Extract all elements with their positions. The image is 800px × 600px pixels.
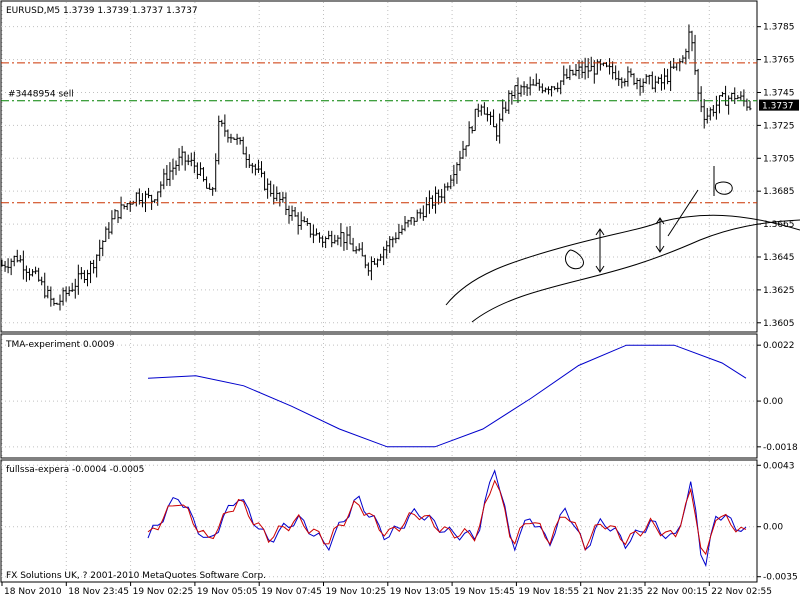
time-tick-label: 19 Nov 15:45 bbox=[454, 587, 515, 597]
time-axis: 18 Nov 2010 18 Nov 23:45 19 Nov 02:25 19 No… bbox=[1, 582, 772, 597]
ssa-panel[interactable]: 0.0043 0.00 -0.0035 fullssa-expera -0.0004… bbox=[0, 459, 798, 583]
price-tick-label: 1.3725 bbox=[763, 121, 795, 131]
time-tick-label: 21 Nov 21:35 bbox=[583, 587, 644, 597]
price-tick-label: 1.3645 bbox=[763, 253, 795, 263]
price-tick-label: 1.3665 bbox=[763, 220, 795, 230]
indicator-tick-label: -0.0018 bbox=[763, 443, 798, 453]
indicator-tick-label: 0.00 bbox=[763, 523, 783, 533]
current-price-box: 1.3737 bbox=[759, 99, 799, 112]
tma-panel-frame bbox=[0, 333, 758, 459]
price-tick-label: 1.3745 bbox=[763, 88, 795, 98]
indicator-tick-label: 0.0022 bbox=[763, 341, 795, 351]
tma-label: TMA-experiment 0.0009 bbox=[5, 340, 115, 350]
time-tick-label: 22 Nov 00:15 bbox=[647, 587, 708, 597]
up-down-arrow-2 bbox=[655, 217, 665, 253]
time-tick-label: 22 Nov 02:55 bbox=[711, 587, 772, 597]
up-down-arrow-1 bbox=[595, 228, 605, 273]
symbol-header: EURUSD,M5 1.3739 1.3739 1.3737 1.3737 bbox=[6, 6, 198, 16]
freehand-loop-2 bbox=[714, 181, 733, 195]
price-panel-frame bbox=[0, 0, 758, 333]
lower-freehand-curve bbox=[471, 219, 800, 323]
time-tick-label: 18 Nov 2010 bbox=[4, 587, 62, 597]
ssa-panel-frame bbox=[0, 459, 758, 583]
price-tick-label: 1.3685 bbox=[763, 187, 795, 197]
price-tick-label: 1.3625 bbox=[763, 286, 795, 296]
indicator-tick-label: 0.00 bbox=[763, 397, 783, 407]
time-tick-label: 19 Nov 13:05 bbox=[390, 587, 451, 597]
upper-freehand-curve bbox=[445, 214, 800, 306]
price-tick-label: 1.3705 bbox=[763, 154, 795, 164]
price-axis: 1.3785 1.3765 1.3745 1.3725 1.3705 1.3685 1.36… bbox=[757, 23, 795, 329]
ssa-grid bbox=[1, 461, 757, 581]
time-tick-label: 18 Nov 23:45 bbox=[68, 587, 129, 597]
price-tick-label: 1.3605 bbox=[763, 319, 795, 329]
tma-axis: 0.0022 0.00 -0.0018 bbox=[757, 341, 798, 453]
hand-drawings[interactable] bbox=[445, 166, 800, 323]
ssa-blue-line bbox=[147, 469, 747, 568]
time-tick-label: 19 Nov 10:25 bbox=[326, 587, 387, 597]
current-price-label: 1.3737 bbox=[762, 102, 794, 112]
price-tick-label: 1.3785 bbox=[763, 23, 795, 33]
time-tick-label: 19 Nov 02:25 bbox=[133, 587, 194, 597]
copyright-text: FX Solutions UK, ? 2001-2010 MetaQuotes … bbox=[6, 571, 266, 581]
tma-panel[interactable]: 0.0022 0.00 -0.0018 TMA-experiment 0.0009 bbox=[0, 333, 798, 459]
tma-grid bbox=[1, 335, 757, 457]
time-tick-label: 19 Nov 18:55 bbox=[518, 587, 579, 597]
freehand-loop-1 bbox=[565, 249, 584, 270]
price-tick-label: 1.3765 bbox=[763, 56, 795, 66]
order-label: #3448954 sell bbox=[8, 90, 74, 100]
time-tick-label: 19 Nov 07:45 bbox=[261, 587, 322, 597]
ssa-axis: 0.0043 0.00 -0.0035 bbox=[757, 461, 798, 583]
ssa-label: fullssa-expera -0.0004 -0.0005 bbox=[6, 465, 144, 475]
tma-series-line bbox=[147, 344, 747, 448]
time-tick-label: 19 Nov 05:05 bbox=[197, 587, 258, 597]
ssa-red-line bbox=[147, 479, 747, 556]
price-panel[interactable]: 1.3785 1.3765 1.3745 1.3725 1.3705 1.3685 1.36… bbox=[0, 0, 800, 333]
freehand-diagonal bbox=[667, 189, 699, 237]
indicator-tick-label: -0.0035 bbox=[763, 573, 798, 583]
indicator-tick-label: 0.0043 bbox=[763, 461, 795, 471]
